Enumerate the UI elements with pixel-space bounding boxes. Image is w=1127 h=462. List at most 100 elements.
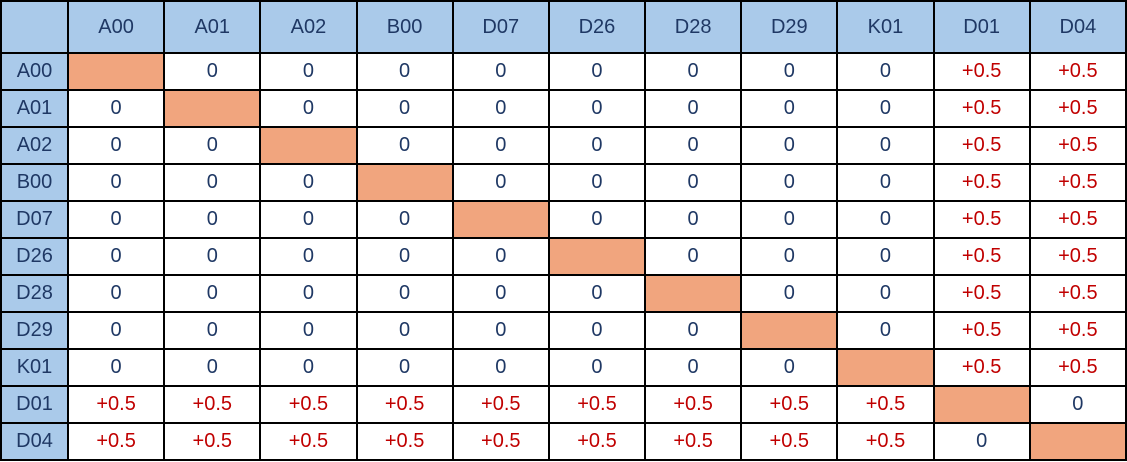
table-row-D26: D26 0 0 0 0 0 0 0 0 +0.5 +0.5 bbox=[0, 237, 1127, 276]
cell-A01-D29: 0 bbox=[740, 89, 839, 128]
table-row-B00: B00 0 0 0 0 0 0 0 0 +0.5 +0.5 bbox=[0, 163, 1127, 202]
cell-D28-A00: 0 bbox=[66, 274, 166, 313]
cell-D04-D29: +0.5 bbox=[740, 422, 839, 461]
cell-K01-D26: 0 bbox=[547, 348, 647, 387]
cell-D01-D07: +0.5 bbox=[451, 385, 550, 424]
cell-A00-A00 bbox=[66, 52, 166, 91]
cell-D28-D29: 0 bbox=[740, 274, 839, 313]
cell-D28-D04: +0.5 bbox=[1028, 274, 1127, 313]
cell-K01-D01: +0.5 bbox=[932, 348, 1031, 387]
table-row-D07: D07 0 0 0 0 0 0 0 0 +0.5 +0.5 bbox=[0, 200, 1127, 239]
row-header-D26: D26 bbox=[0, 237, 69, 276]
col-header-A00: A00 bbox=[66, 0, 166, 54]
col-header-B00: B00 bbox=[355, 0, 454, 54]
cell-A01-D01: +0.5 bbox=[932, 89, 1031, 128]
cell-D28-D01: +0.5 bbox=[932, 274, 1031, 313]
cell-A01-B00: 0 bbox=[355, 89, 454, 128]
cell-B00-D28: 0 bbox=[644, 163, 743, 202]
cell-D07-D07 bbox=[451, 200, 550, 239]
cell-A02-D26: 0 bbox=[547, 126, 647, 165]
cell-D07-D26: 0 bbox=[547, 200, 647, 239]
cell-D07-K01: 0 bbox=[836, 200, 935, 239]
cell-D01-A00: +0.5 bbox=[66, 385, 166, 424]
cell-D26-D01: +0.5 bbox=[932, 237, 1031, 276]
cell-A01-A00: 0 bbox=[66, 89, 166, 128]
cell-D26-D04: +0.5 bbox=[1028, 237, 1127, 276]
cell-D01-D26: +0.5 bbox=[547, 385, 647, 424]
cell-A00-D07: 0 bbox=[451, 52, 550, 91]
cell-D04-D07: +0.5 bbox=[451, 422, 550, 461]
cell-A01-D26: 0 bbox=[547, 89, 647, 128]
cell-A02-A00: 0 bbox=[66, 126, 166, 165]
cell-D29-A02: 0 bbox=[259, 311, 358, 350]
cell-K01-A02: 0 bbox=[259, 348, 358, 387]
cell-D26-B00: 0 bbox=[355, 237, 454, 276]
cell-D04-D26: +0.5 bbox=[547, 422, 647, 461]
cell-B00-D29: 0 bbox=[740, 163, 839, 202]
cell-B00-A02: 0 bbox=[259, 163, 358, 202]
cell-A02-D07: 0 bbox=[451, 126, 550, 165]
table-row-D28: D28 0 0 0 0 0 0 0 0 +0.5 +0.5 bbox=[0, 274, 1127, 313]
cell-D04-D04 bbox=[1028, 422, 1127, 461]
matrix-body: A00 0 0 0 0 0 0 0 0 +0.5 +0.5 A01 0 0 0 0 0 0 0 0 +0.5 +0.5 A0… bbox=[0, 52, 1127, 461]
row-header-B00: B00 bbox=[0, 163, 69, 202]
col-header-D28: D28 bbox=[644, 0, 743, 54]
cell-D01-A01: +0.5 bbox=[163, 385, 262, 424]
row-header-D28: D28 bbox=[0, 274, 69, 313]
cell-D01-D28: +0.5 bbox=[644, 385, 743, 424]
cell-D29-A00: 0 bbox=[66, 311, 166, 350]
matrix-header-row: A00 A01 A02 B00 D07 D26 D28 D29 K01 D01 D04 bbox=[0, 0, 1127, 54]
corner-cell bbox=[0, 0, 69, 54]
cell-D28-A02: 0 bbox=[259, 274, 358, 313]
cell-D29-D29 bbox=[740, 311, 839, 350]
cell-D01-D01 bbox=[932, 385, 1031, 424]
cell-B00-K01: 0 bbox=[836, 163, 935, 202]
cell-D26-K01: 0 bbox=[836, 237, 935, 276]
row-header-K01: K01 bbox=[0, 348, 69, 387]
cell-D07-A01: 0 bbox=[163, 200, 262, 239]
cell-D04-D01: 0 bbox=[932, 422, 1031, 461]
cell-D04-B00: +0.5 bbox=[355, 422, 454, 461]
cell-A01-A01 bbox=[163, 89, 262, 128]
cell-B00-B00 bbox=[355, 163, 454, 202]
cell-D28-D07: 0 bbox=[451, 274, 550, 313]
cell-D29-D07: 0 bbox=[451, 311, 550, 350]
table-row-A00: A00 0 0 0 0 0 0 0 0 +0.5 +0.5 bbox=[0, 52, 1127, 91]
row-header-D07: D07 bbox=[0, 200, 69, 239]
cell-A02-D28: 0 bbox=[644, 126, 743, 165]
cell-K01-A01: 0 bbox=[163, 348, 262, 387]
cell-D29-D04: +0.5 bbox=[1028, 311, 1127, 350]
cell-D01-D04: 0 bbox=[1028, 385, 1127, 424]
col-header-D26: D26 bbox=[547, 0, 647, 54]
cell-D01-A02: +0.5 bbox=[259, 385, 358, 424]
cell-A01-D04: +0.5 bbox=[1028, 89, 1127, 128]
cell-D29-D01: +0.5 bbox=[932, 311, 1031, 350]
cell-D07-A00: 0 bbox=[66, 200, 166, 239]
row-header-A02: A02 bbox=[0, 126, 69, 165]
cell-A02-K01: 0 bbox=[836, 126, 935, 165]
cell-D07-D01: +0.5 bbox=[932, 200, 1031, 239]
cell-D26-D29: 0 bbox=[740, 237, 839, 276]
col-header-A01: A01 bbox=[163, 0, 262, 54]
table-row-D04: D04 +0.5 +0.5 +0.5 +0.5 +0.5 +0.5 +0.5 +0.5 +0.5 0 bbox=[0, 422, 1127, 461]
cell-D26-A02: 0 bbox=[259, 237, 358, 276]
col-header-D07: D07 bbox=[451, 0, 550, 54]
table-row-A01: A01 0 0 0 0 0 0 0 0 +0.5 +0.5 bbox=[0, 89, 1127, 128]
cell-D26-A00: 0 bbox=[66, 237, 166, 276]
cell-D28-D26: 0 bbox=[547, 274, 647, 313]
cell-D29-B00: 0 bbox=[355, 311, 454, 350]
cell-D07-D28: 0 bbox=[644, 200, 743, 239]
cell-B00-D01: +0.5 bbox=[932, 163, 1031, 202]
col-header-D29: D29 bbox=[740, 0, 839, 54]
cell-D28-A01: 0 bbox=[163, 274, 262, 313]
cell-A01-D28: 0 bbox=[644, 89, 743, 128]
cell-A00-D26: 0 bbox=[547, 52, 647, 91]
col-header-A02: A02 bbox=[259, 0, 358, 54]
cell-K01-D04: +0.5 bbox=[1028, 348, 1127, 387]
cell-B00-D04: +0.5 bbox=[1028, 163, 1127, 202]
cell-D29-D26: 0 bbox=[547, 311, 647, 350]
cell-A00-D04: +0.5 bbox=[1028, 52, 1127, 91]
cell-D26-D07: 0 bbox=[451, 237, 550, 276]
cell-D01-K01: +0.5 bbox=[836, 385, 935, 424]
cell-A02-A02 bbox=[259, 126, 358, 165]
